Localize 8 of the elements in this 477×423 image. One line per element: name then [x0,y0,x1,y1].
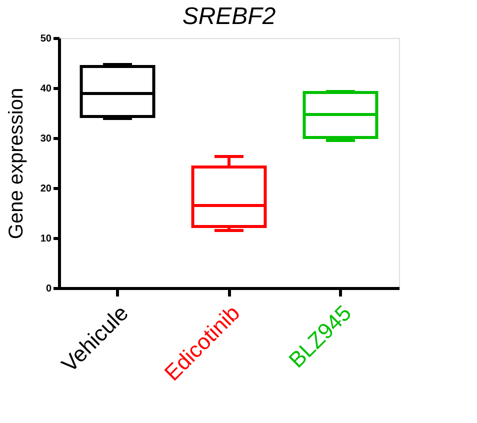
y-tick-label: 10 [40,234,52,244]
y-tick-label: 30 [40,134,52,144]
y-tick-label: 0 [46,284,52,294]
y-tick-label: 50 [40,34,52,44]
y-axis-title: Gene expression [5,88,28,240]
y-tick-label: 20 [40,184,52,194]
chart-title: SREBF2 [182,3,276,30]
y-tick-label: 40 [40,84,52,94]
